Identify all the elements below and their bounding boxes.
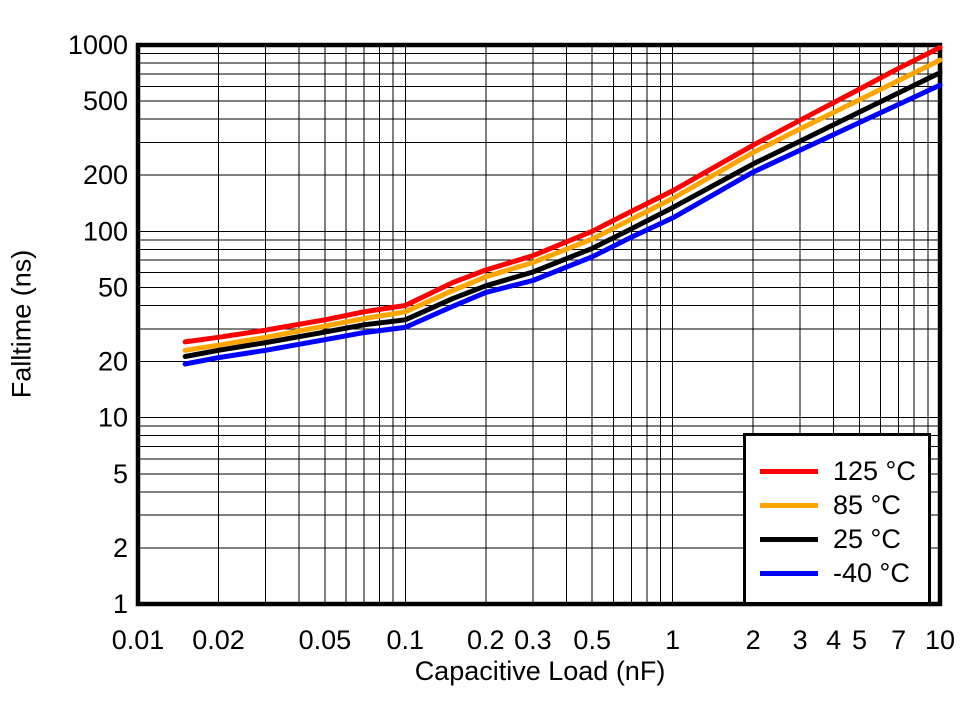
x-tick-label: 1 (665, 625, 680, 655)
x-tick-label: 10 (925, 625, 955, 655)
y-tick-label: 5 (113, 459, 128, 489)
series-line-125°C (182, 45, 943, 345)
x-tick-label: 0.3 (514, 625, 552, 655)
legend-label: 85 °C (833, 489, 901, 520)
x-axis-title: Capacitive Load (nF) (414, 656, 666, 686)
series-line-25°C (182, 70, 943, 359)
legend-line-sample (760, 468, 818, 474)
legend-item: -40 °C (760, 557, 928, 588)
series-line-85°C (182, 57, 943, 353)
y-tick-label: 500 (83, 86, 128, 116)
legend-item: 85 °C (760, 489, 928, 520)
y-axis-title: Falltime (ns) (6, 249, 37, 399)
y-tick-label: 50 (98, 272, 128, 302)
legend-item: 125 °C (760, 455, 928, 486)
y-tick-label: 20 (98, 347, 128, 377)
legend-label: 25 °C (833, 523, 901, 554)
plot-frame (135, 42, 943, 607)
x-tick-label: 0.05 (299, 625, 352, 655)
y-tick-label: 1000 (68, 30, 128, 60)
x-tick-label: 7 (891, 625, 906, 655)
y-tick-label: 100 (83, 216, 128, 246)
y-tick-label: 1 (113, 589, 128, 619)
x-tick-label: 0.1 (387, 625, 425, 655)
x-tick-label: 0.01 (112, 625, 165, 655)
legend: 125 °C 85 °C 25 °C -40 °C (743, 433, 931, 605)
legend-line-sample (760, 502, 818, 508)
x-tick-label: 4 (826, 625, 841, 655)
legend-label: 125 °C (833, 455, 916, 486)
series-line--40°C (182, 82, 943, 367)
y-tick-label: 200 (83, 160, 128, 190)
x-tick-label: 0.02 (192, 625, 245, 655)
x-tick-label: 5 (852, 625, 867, 655)
legend-label: -40 °C (833, 557, 910, 588)
legend-line-sample (760, 570, 818, 576)
x-tick-label: 0.2 (467, 625, 505, 655)
y-tick-label: 2 (113, 533, 128, 563)
y-tick-label: 10 (98, 403, 128, 433)
legend-item: 25 °C (760, 523, 928, 554)
x-tick-label: 2 (746, 625, 761, 655)
x-tick-label: 0.5 (573, 625, 611, 655)
legend-line-sample (760, 536, 818, 542)
x-tick-label: 3 (793, 625, 808, 655)
